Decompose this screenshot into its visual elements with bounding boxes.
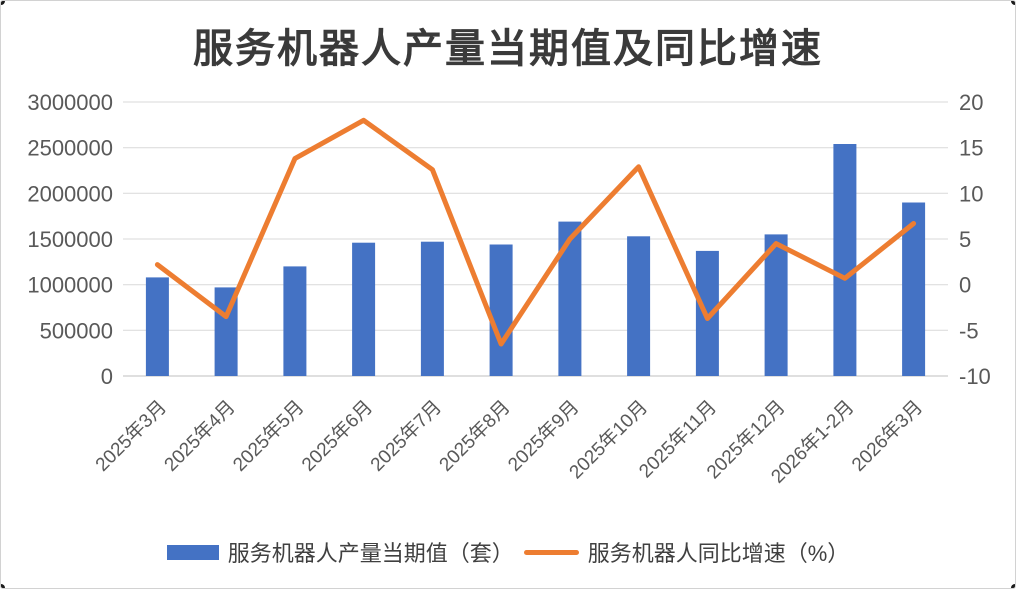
left-axis-tick-label: 3000000 (27, 90, 113, 115)
left-axis-tick-label: 1500000 (27, 227, 113, 252)
left-axis-tick-label: 1000000 (27, 273, 113, 298)
bar-2026年1-2月 (833, 144, 857, 376)
bar-2026年3月 (902, 202, 926, 376)
left-axis-tick-label: 2500000 (27, 136, 113, 161)
x-axis-tick-label: 2025年5月 (229, 396, 309, 476)
left-axis-tick-label: 0 (101, 364, 113, 389)
x-axis-tick-label: 2025年8月 (435, 396, 515, 476)
growth-line (154, 117, 917, 347)
chart-legend: 服务机器人产量当期值（套） 服务机器人同比增速（%） (1, 536, 1015, 568)
bar-2025年12月 (764, 234, 788, 376)
legend-item-production: 服务机器人产量当期值（套） (166, 536, 514, 568)
bar-2025年3月 (145, 277, 169, 376)
legend-item-growth: 服务机器人同比增速（%） (523, 536, 850, 568)
corner-decoration (1011, 584, 1015, 588)
bar-2025年7月 (420, 241, 444, 376)
chart-title: 服务机器人产量当期值及同比增速 (193, 26, 823, 71)
bar-2025年5月 (283, 266, 307, 376)
left-axis-tick-label: 2000000 (27, 181, 113, 206)
x-axis-tick-label: 2025年7月 (366, 396, 446, 476)
corner-decoration (1, 1, 5, 5)
line-series-swatch (523, 549, 579, 555)
right-axis-tick-label: 20 (959, 90, 983, 115)
right-axis-tick-label: -10 (959, 364, 991, 389)
legend-label-growth: 服务机器人同比增速（%） (587, 541, 850, 566)
x-axis-tick-label: 2025年4月 (160, 396, 240, 476)
x-axis-tick-label: 2025年3月 (91, 396, 171, 476)
bar-series-swatch (166, 544, 219, 560)
bar-2025年6月 (352, 242, 376, 376)
x-axis-tick-label: 2026年3月 (847, 396, 927, 476)
right-axis-tick-label: 15 (959, 136, 983, 161)
right-axis-tick-label: 0 (959, 273, 971, 298)
legend-label-production: 服务机器人产量当期值（套） (227, 541, 514, 566)
left-axis-tick-label: 500000 (40, 318, 113, 343)
corner-decoration (1011, 1, 1015, 5)
bar-2025年8月 (489, 244, 513, 376)
x-axis-tick-label: 2025年6月 (297, 396, 377, 476)
right-axis-tick-label: -5 (959, 318, 979, 343)
corner-decoration (1, 584, 5, 588)
bar-2025年10月 (627, 236, 651, 376)
right-axis-tick-label: 10 (959, 181, 983, 206)
bar-2025年9月 (558, 221, 582, 376)
right-axis-tick-label: 5 (959, 227, 971, 252)
